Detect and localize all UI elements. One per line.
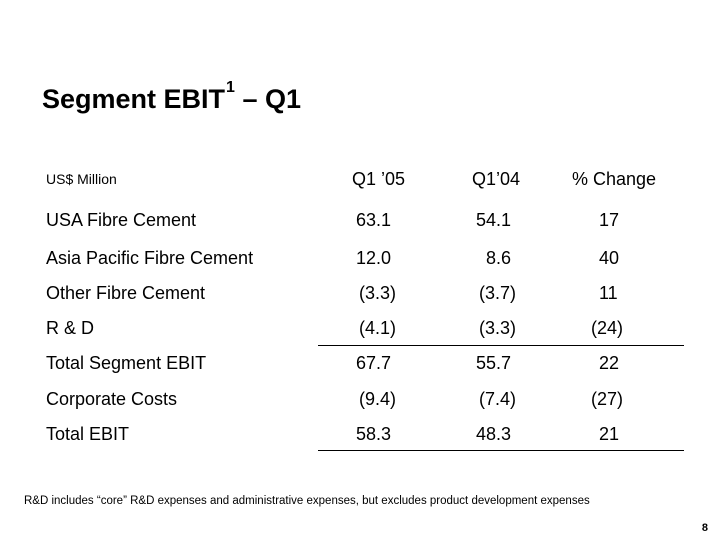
cell-change: (27): [591, 389, 624, 409]
cell-q1-05: (4.1): [359, 318, 397, 338]
column-header-percent-change: % Change: [572, 169, 657, 189]
row-label-total-segment-ebit: Total Segment EBIT: [46, 353, 207, 373]
cell-change: (24): [591, 318, 624, 338]
column-header-q1-04: Q1’04: [472, 169, 521, 189]
cell-q1-04: 55.7: [476, 353, 512, 373]
slide-title-main: Segment EBIT: [42, 84, 226, 114]
cell-change: 40: [599, 248, 620, 268]
page-number: 8: [701, 522, 708, 534]
subtotal-rule: [318, 345, 684, 346]
cell-q1-04: (3.7): [479, 283, 517, 303]
cell-q1-05: 12.0: [356, 248, 392, 268]
row-label-total-ebit: Total EBIT: [46, 424, 130, 444]
cell-change: 21: [599, 424, 620, 444]
row-label-other-fibre-cement: Other Fibre Cement: [46, 283, 206, 303]
cell-change: 22: [599, 353, 620, 373]
cell-q1-04: 48.3: [476, 424, 512, 444]
cell-change: 11: [599, 283, 618, 303]
slide-title-rest: – Q1: [234, 84, 301, 114]
cell-q1-04: 8.6: [486, 248, 512, 268]
cell-q1-05: 58.3: [356, 424, 392, 444]
cell-q1-04: 54.1: [476, 210, 512, 230]
cell-q1-04: (3.3): [479, 318, 517, 338]
column-header-q1-05: Q1 ’05: [352, 169, 406, 189]
footnote-marker: 1: [226, 79, 235, 96]
row-label-asia-pacific-fibre-cement: Asia Pacific Fibre Cement: [46, 248, 254, 268]
cell-change: 17: [599, 210, 620, 230]
row-label-corporate-costs: Corporate Costs: [46, 389, 178, 409]
cell-q1-05: (3.3): [359, 283, 397, 303]
row-label-usa-fibre-cement: USA Fibre Cement: [46, 210, 197, 230]
cell-q1-05: 67.7: [356, 353, 392, 373]
cell-q1-04: (7.4): [479, 389, 517, 409]
cell-q1-05: (9.4): [359, 389, 397, 409]
cell-q1-05: 63.1: [356, 210, 392, 230]
unit-label: US$ Million: [46, 171, 117, 187]
footnote: R&D includes “core” R&D expenses and adm…: [24, 495, 590, 507]
slide-title: Segment EBIT1 – Q1: [42, 80, 301, 115]
total-rule: [318, 450, 684, 451]
row-label-r-and-d: R & D: [46, 318, 95, 338]
